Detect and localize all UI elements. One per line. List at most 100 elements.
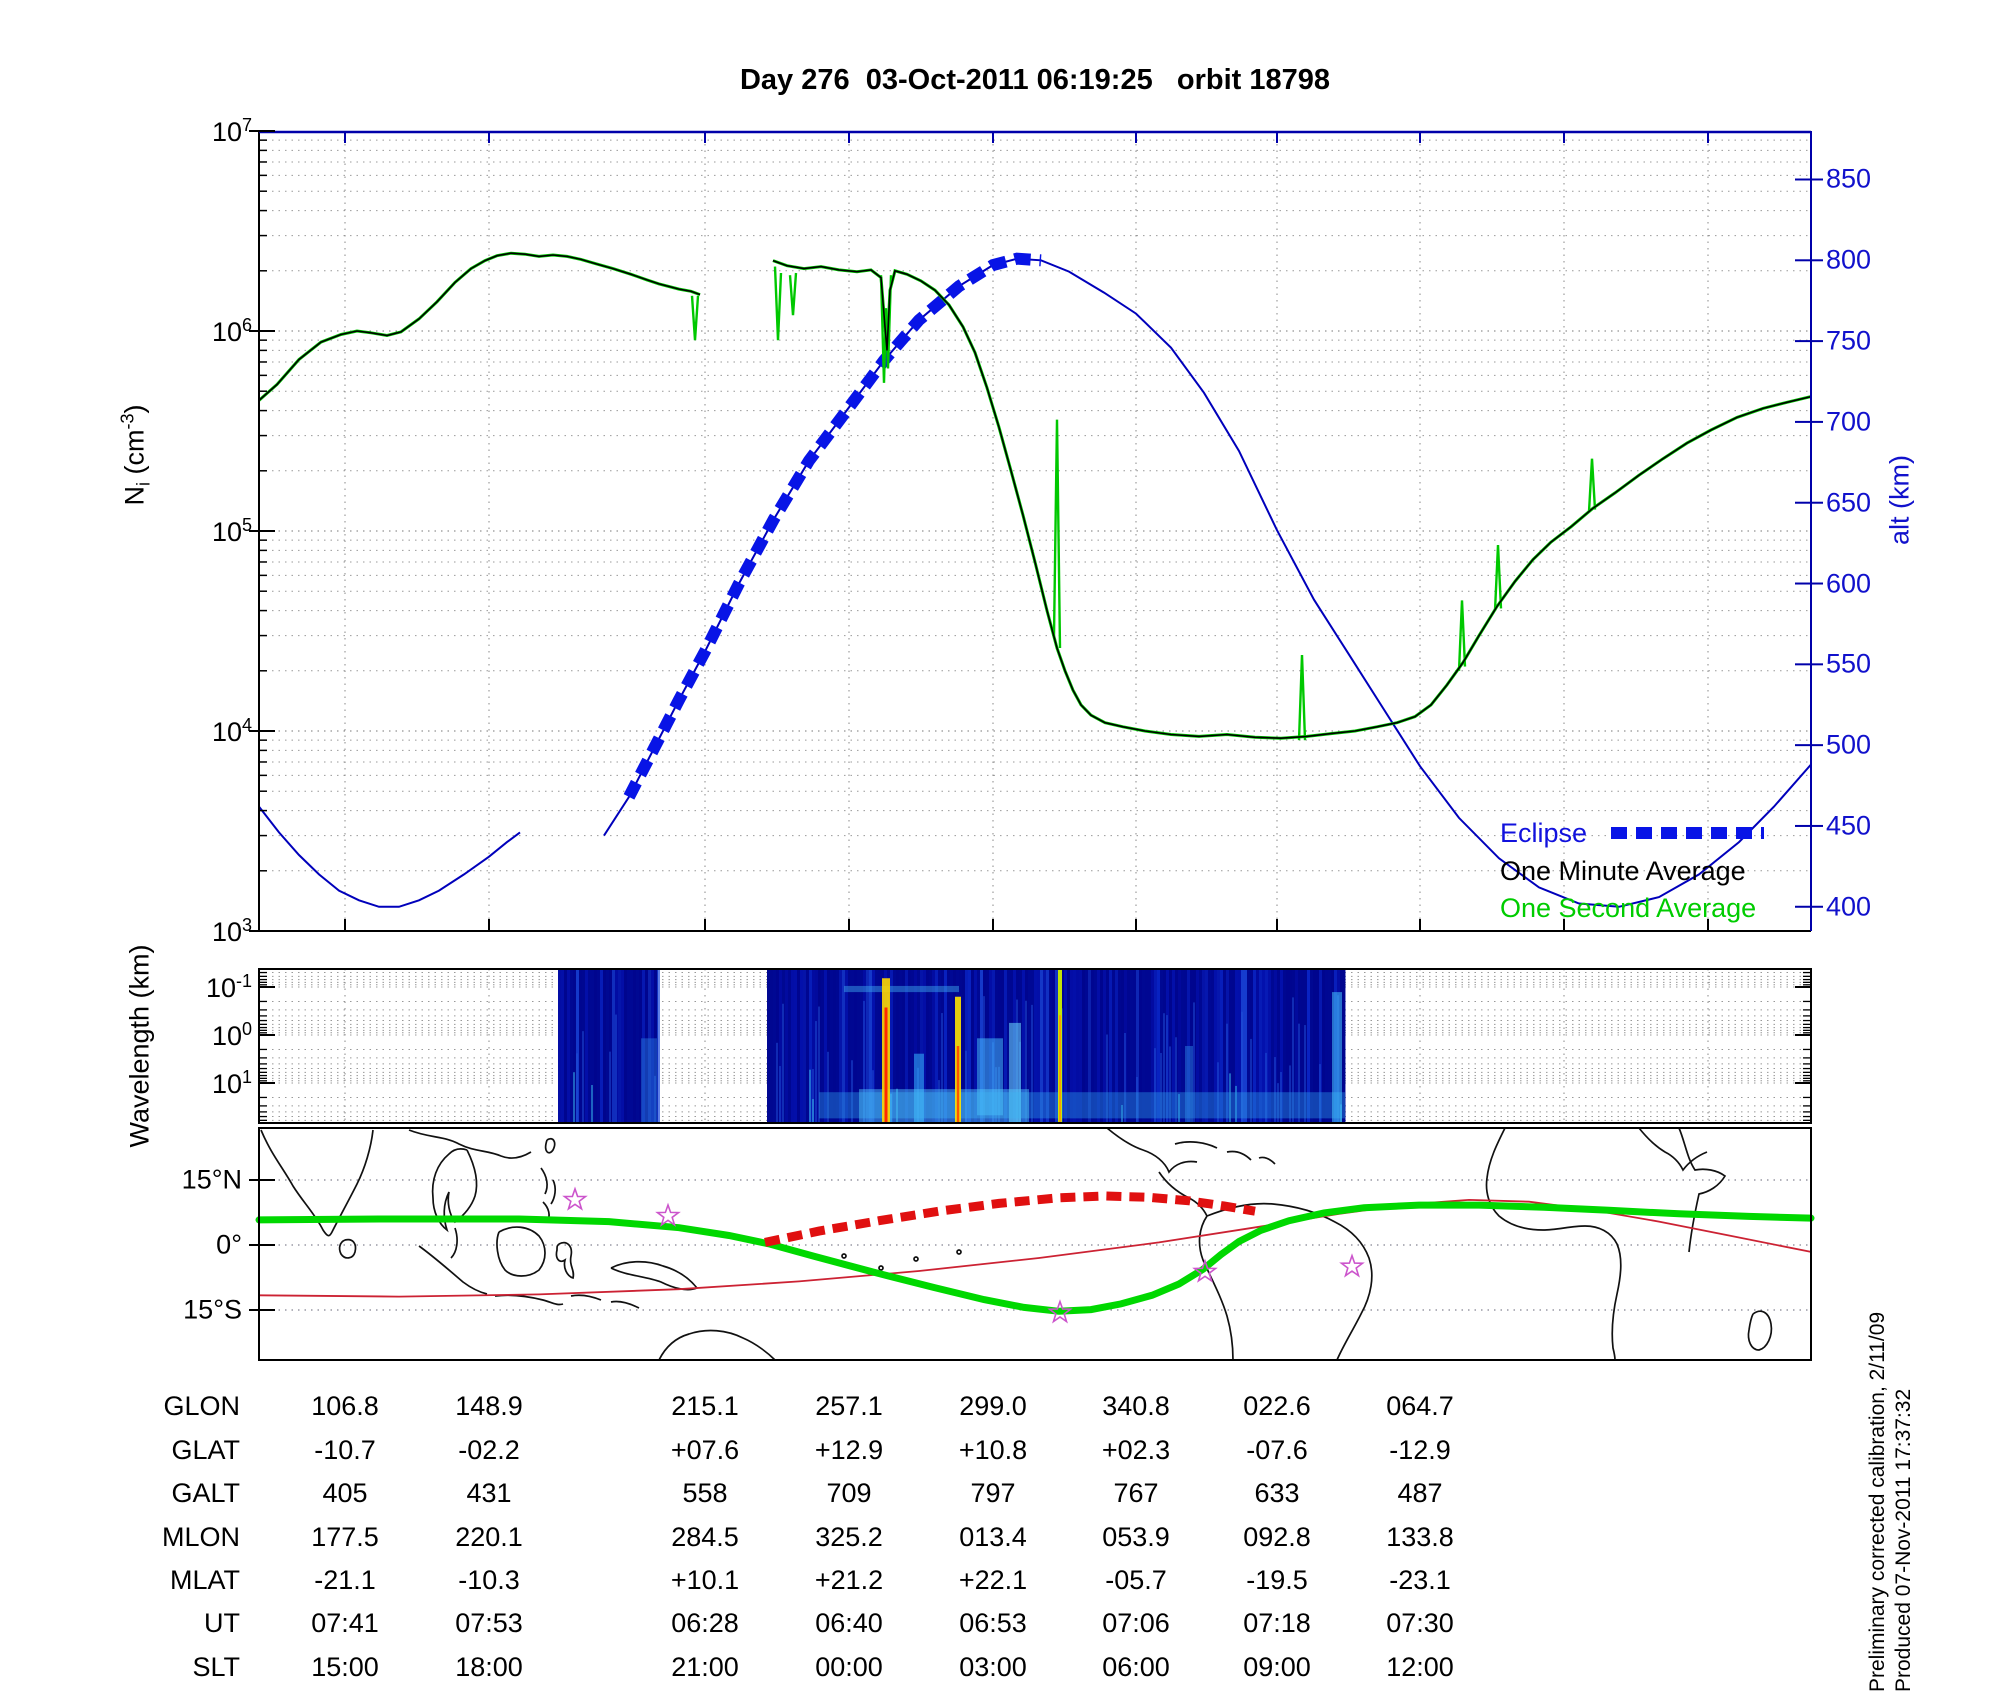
table-cell-ut-3: 06:40 (815, 1608, 883, 1638)
table-cell-glon-6: 022.6 (1243, 1391, 1311, 1421)
table-cell-slt-3: 00:00 (815, 1652, 883, 1682)
table-cell-ut-1: 07:53 (455, 1608, 523, 1638)
table-row-label-glon: GLON (163, 1391, 240, 1421)
produced-note: Produced 07-Nov-2011 17:37:32 (1892, 1388, 1915, 1692)
alt-tick-label: 550 (1826, 648, 1872, 679)
coast-indochina (431, 1147, 478, 1233)
table-cell-glat-2: +07.6 (670, 1435, 740, 1465)
table-cell-ut-0: 07:41 (311, 1608, 379, 1638)
ni-axis-label: Ni (cm-3) (117, 404, 154, 506)
table-cell-mlon-4: 013.4 (959, 1522, 1027, 1552)
table-cell-glon-4: 299.0 (959, 1391, 1027, 1421)
density-altitude-plot (249, 130, 1823, 932)
table-cell-slt-0: 15:00 (311, 1652, 379, 1682)
alt-tick-label: 450 (1826, 810, 1872, 841)
table-cell-glon-5: 340.8 (1102, 1391, 1170, 1421)
table-cell-mlat-6: -19.5 (1246, 1565, 1308, 1595)
map-lat-label: 15°S (183, 1294, 242, 1325)
table-row-label-galt: GALT (171, 1478, 240, 1508)
ni-tick-label: 105 (211, 515, 252, 547)
alt-tick-label: 700 (1826, 406, 1872, 437)
table-cell-glat-5: +02.3 (1101, 1435, 1171, 1465)
coast-new-guinea (610, 1260, 699, 1291)
table-cell-slt-6: 09:00 (1243, 1652, 1311, 1682)
table-cell-galt-6: 633 (1254, 1478, 1300, 1508)
coast-taiwan (544, 1137, 556, 1154)
table-cell-glon-7: 064.7 (1386, 1391, 1454, 1421)
legend-one-second-label: One Second Average (1500, 893, 1757, 923)
map-curves (255, 1186, 1815, 1324)
table-cell-mlon-0: 177.5 (311, 1522, 379, 1552)
map-lat-label: 15°N (181, 1164, 242, 1195)
ground-track-map-svg (249, 1127, 1815, 1361)
density-altitude-plot-svg (249, 130, 1823, 932)
table-cell-glat-7: -12.9 (1389, 1435, 1451, 1465)
table-cell-mlat-3: +21.2 (814, 1565, 884, 1595)
coast-sumatra (418, 1227, 488, 1295)
table-cell-glon-0: 106.8 (311, 1391, 379, 1421)
map-lat-label: 0° (216, 1229, 242, 1260)
coast-java (494, 1294, 564, 1306)
table-cell-slt-7: 12:00 (1386, 1652, 1454, 1682)
alt-tick-label: 650 (1826, 487, 1872, 518)
table-cell-ut-4: 06:53 (959, 1608, 1027, 1638)
coast-borneo (496, 1226, 546, 1277)
table-row-label-slt: SLT (192, 1652, 240, 1682)
map-frame (249, 1127, 1812, 1361)
table-cell-galt-2: 558 (682, 1478, 728, 1508)
coast-caribbean (1174, 1141, 1276, 1165)
island-dot (841, 1253, 847, 1259)
table-cell-slt-5: 06:00 (1102, 1652, 1170, 1682)
table-cell-galt-7: 487 (1397, 1478, 1443, 1508)
table-cell-mlat-5: -05.7 (1105, 1565, 1167, 1595)
ni-tick-label: 107 (211, 115, 252, 147)
alt-axis-label: alt (km) (1884, 455, 1915, 545)
ground-track-map (249, 1127, 1815, 1361)
table-cell-ut-7: 07:30 (1386, 1608, 1454, 1638)
wavelength-tick-label: 10-1 (205, 971, 252, 1003)
table-cell-mlon-7: 133.8 (1386, 1522, 1454, 1552)
coast-lesser-sunda (570, 1294, 640, 1309)
alt-tick-label: 400 (1826, 891, 1872, 922)
table-cell-glon-2: 215.1 (671, 1391, 739, 1421)
coast-south-america (1198, 1202, 1373, 1361)
table-cell-glat-6: -07.6 (1246, 1435, 1308, 1465)
coast-australia (658, 1329, 776, 1361)
table-cell-ut-5: 07:06 (1102, 1608, 1170, 1638)
wavelength-axis-label: Wavelength (km) (124, 944, 155, 1148)
table-cell-glon-3: 257.1 (815, 1391, 883, 1421)
table-cell-galt-3: 709 (826, 1478, 872, 1508)
table-cell-mlat-2: +10.1 (670, 1565, 740, 1595)
wavelength-tick-label: 100 (211, 1019, 252, 1051)
alt-tick-label: 850 (1826, 163, 1872, 194)
table-cell-mlon-6: 092.8 (1243, 1522, 1311, 1552)
coastlines (260, 1127, 1773, 1361)
table-cell-glat-0: -10.7 (314, 1435, 376, 1465)
alt-tick-label: 750 (1826, 325, 1872, 356)
wavelength-spectrogram-svg (258, 968, 1812, 1124)
alt-tick-label: 500 (1826, 729, 1872, 760)
table-cell-glon-1: 148.9 (455, 1391, 523, 1421)
table-cell-mlat-0: -21.1 (314, 1565, 376, 1595)
table-cell-slt-2: 21:00 (671, 1652, 739, 1682)
table-row-label-glat: GLAT (171, 1435, 240, 1465)
wavelength-spectrogram (258, 968, 1812, 1124)
coast-madagascar (1747, 1310, 1773, 1351)
coast-sri-lanka (338, 1238, 357, 1259)
coast-africa-horn (1678, 1127, 1727, 1253)
map-gridlines (259, 1179, 1811, 1311)
table-row-label-mlat: MLAT (169, 1565, 240, 1595)
table-cell-slt-4: 03:00 (959, 1652, 1027, 1682)
table-row-label-ut: UT (204, 1608, 240, 1638)
coast-arabia (1638, 1127, 1708, 1172)
table-cell-mlon-5: 053.9 (1102, 1522, 1170, 1552)
table-cell-galt-4: 797 (970, 1478, 1016, 1508)
table-cell-glat-4: +10.8 (958, 1435, 1028, 1465)
island-dot (913, 1256, 919, 1262)
table-cell-mlat-4: +22.1 (958, 1565, 1028, 1595)
coast-sulawesi (555, 1241, 575, 1280)
table-cell-mlon-1: 220.1 (455, 1522, 523, 1552)
ni-tick-label: 106 (211, 315, 252, 347)
table-cell-glat-3: +12.9 (814, 1435, 884, 1465)
table-row-label-mlon: MLON (161, 1522, 240, 1552)
